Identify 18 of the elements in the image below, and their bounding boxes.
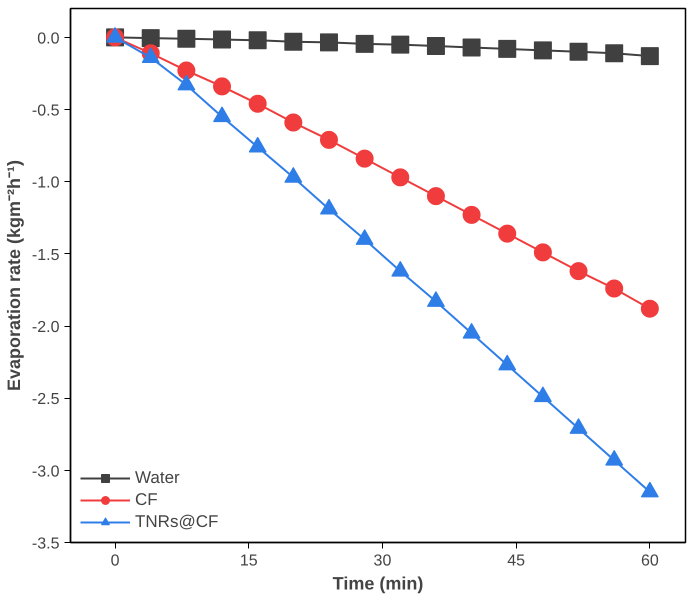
y-tick-label: -1.5 <box>32 246 60 264</box>
x-tick-label: 15 <box>240 552 258 570</box>
y-tick-label: 0.0 <box>37 30 60 48</box>
legend-label: Water <box>135 468 180 488</box>
x-tick-label: 0 <box>110 552 120 570</box>
legend-label: TNRs@CF <box>135 512 218 532</box>
legend-label: CF <box>135 490 158 510</box>
x-tick-label: 30 <box>374 552 392 570</box>
x-tick-label: 45 <box>507 552 526 570</box>
y-tick-label: -1.0 <box>32 174 60 192</box>
y-axis-title: Evaporation rate (kgm⁻²h⁻¹) <box>4 160 24 392</box>
y-tick-label: -3.0 <box>32 463 60 480</box>
y-tick-label: -2.0 <box>32 319 60 336</box>
y-tick-label: -0.5 <box>32 102 60 120</box>
x-tick-label: 60 <box>640 552 659 570</box>
x-axis-title: Time (min) <box>332 574 424 594</box>
y-tick-label: -2.5 <box>32 391 60 408</box>
y-tick-label: -3.5 <box>32 536 60 552</box>
